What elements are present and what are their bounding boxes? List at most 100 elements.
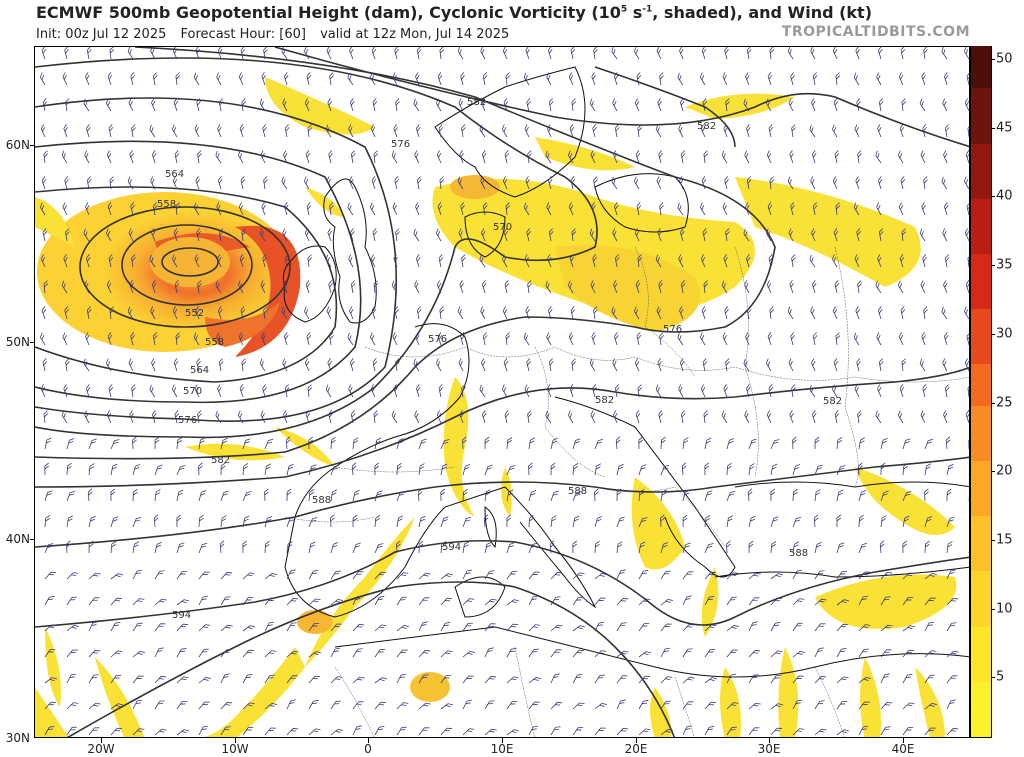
wind-barb [878,228,884,242]
wind-barb [392,332,398,346]
wind-barb [62,202,68,216]
wind-barb [724,306,729,320]
wind-barb [919,228,926,242]
wind-barb [792,699,803,710]
wind-barb [283,280,288,294]
wind-barb [64,176,69,190]
lon-label-0: 0 [364,742,372,756]
wind-barb [325,384,332,398]
wind-barb [413,228,420,242]
wind-barb [613,280,618,294]
wind-barb [527,150,532,164]
wind-barb [347,332,354,346]
wind-barb [285,436,291,450]
wind-barb [789,410,794,424]
map-panel[interactable]: 552 558 558 564 564 570 570 576 576 576 … [34,46,970,738]
wind-barb [660,436,666,450]
wind-barb [308,464,317,476]
wind-barb [920,280,926,294]
wind-barb [458,358,464,372]
wind-barb [726,624,739,632]
wind-barb [611,47,618,60]
wind-barb [462,728,475,736]
wind-barb [550,702,563,710]
wind-barb [174,150,180,164]
wind-barb [413,358,420,372]
wind-barb [900,47,906,60]
wind-barb [526,358,531,372]
colorbar-tick [992,265,995,267]
wind-barb [704,571,716,580]
wind-barb [721,150,728,164]
wind-barb [836,514,842,528]
colorbar-segment [971,570,991,586]
colorbar-segment [971,653,991,668]
wind-barb [66,673,77,684]
wind-barb [264,727,276,736]
wind-barb [899,384,905,398]
wind-barb [462,650,475,658]
wind-barb [770,675,782,684]
wind-barb [787,47,794,60]
wind-barb [528,624,541,632]
wind-barb [857,280,862,294]
wind-barb [506,623,518,632]
wind-barb [414,150,420,164]
wind-barb [966,72,969,86]
wind-barb [44,726,55,736]
contour-label-576: 576 [391,139,410,150]
wind-barb [613,150,618,164]
wind-barb [659,202,664,216]
wind-barb [858,725,869,736]
wind-barb [198,725,209,736]
wind-barb [899,124,905,138]
wind-barb [303,306,310,320]
wind-barb [327,228,332,242]
wind-barb [656,176,662,190]
wind-barb [42,228,48,242]
wind-barb [814,676,827,684]
wind-barb [284,384,290,398]
wind-barb [814,598,827,606]
colorbar-label: 45 [996,120,1013,136]
wind-barb [702,98,708,112]
wind-barb [726,438,735,450]
wind-barb [86,306,92,320]
wind-barb [372,228,378,242]
wind-barb [242,540,248,554]
wind-barb [395,98,400,112]
wind-barb [326,176,332,190]
wind-barb [392,72,398,86]
wind-barb [836,676,849,684]
wind-barb [704,726,715,736]
wind-barb [418,597,430,606]
wind-barb [767,332,773,346]
wind-barb [524,124,530,138]
wind-barb [66,540,71,554]
wind-barb [528,571,540,580]
wind-barb [635,280,641,294]
wind-barb [304,358,310,372]
wind-barb [924,572,937,580]
wind-barb [682,701,694,710]
wind-barb [132,436,137,450]
wind-barb [963,176,969,190]
wind-barb [439,47,445,60]
wind-barb [326,47,332,60]
wind-barb [330,598,343,606]
wind-barb [765,98,772,112]
wind-barb [792,675,804,684]
wind-barb [217,254,222,268]
wind-barb [110,622,121,632]
wind-barb [150,47,156,60]
site-brand[interactable]: TROPICALTIDBITS.COM [781,24,970,40]
wind-barb [131,124,136,138]
wind-barb [634,358,640,372]
wind-barb [506,465,516,476]
wind-barb [505,332,511,346]
wind-barb [744,410,750,424]
wind-barb [132,569,143,580]
wind-barb [176,648,187,658]
wind-barb [66,515,74,528]
wind-barb [352,624,365,632]
